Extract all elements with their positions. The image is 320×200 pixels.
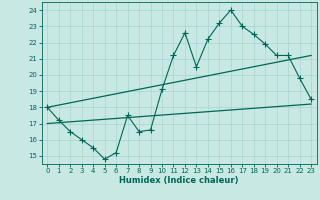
X-axis label: Humidex (Indice chaleur): Humidex (Indice chaleur) bbox=[119, 176, 239, 185]
